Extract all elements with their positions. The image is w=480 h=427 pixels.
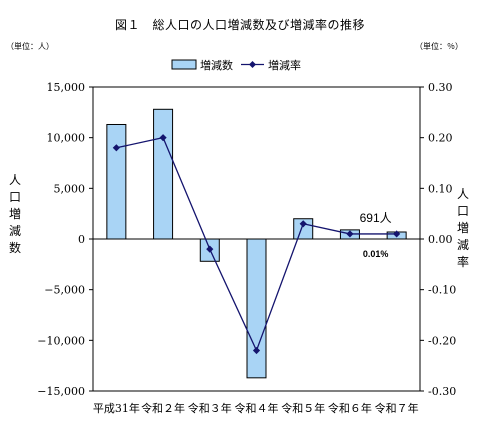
legend-label: 増減数 [200,58,233,72]
bar [153,108,174,240]
right-axis-tick-label: -0.20 [428,334,456,347]
chart-title: 図１ 総人口の人口増減数及び増減率の推移 [114,18,365,32]
line-point [252,346,261,355]
x-axis-category-label: 令和３年 [188,401,232,415]
data-label: 0.01% [363,249,389,259]
left-axis-tick-label: 15,000 [47,81,86,94]
right-axis-tick-label: 0.30 [428,81,453,94]
right-axis-label-char: 増 [456,221,469,235]
x-axis-category-label: 令和７年 [375,401,419,415]
left-axis-label-char: 数 [8,241,21,255]
left-axis-tick-label: −10,000 [37,334,85,347]
legend-line-marker [249,61,256,68]
right-axis-tick-label: 0.20 [428,132,453,145]
bar [246,238,267,379]
right-axis-tick-label: 0.10 [428,182,453,195]
right-axis-tick-label: -0.10 [428,284,456,297]
left-axis-tick-label: 5,000 [54,182,86,195]
left-axis-label: 人 口 増 減 数 [8,172,22,257]
left-axis-unit: （単位：人） [6,42,54,51]
left-axis-label-char: 口 [8,190,21,204]
line-point [299,220,307,228]
line-point [112,144,120,152]
left-axis-tick-label: −15,000 [37,385,85,398]
line-point [393,230,401,238]
x-axis-category-label: 平成31年 [93,401,140,415]
x-axis-category-label: 令和４年 [235,401,279,415]
right-axis-tick-label: 0.00 [428,233,453,246]
x-axis-category-label: 令和６年 [328,401,372,415]
right-axis-label-char: 減 [456,238,469,252]
left-axis-tick-label: 0 [78,233,85,246]
right-axis-label-char: 口 [456,204,469,218]
x-axis-category-label: 令和５年 [281,401,325,415]
legend-bar-swatch [171,59,197,70]
right-axis-label-char: 率 [456,255,469,269]
legend-label: 増減率 [268,58,301,72]
left-axis-tick-label: 10,000 [47,132,86,145]
line-point [206,245,214,253]
right-axis-tick-label: -0.30 [428,385,456,398]
bar [106,123,127,240]
line-point [346,230,354,238]
right-axis-label-char: 人 [456,187,469,201]
x-axis-category-label: 令和２年 [141,401,185,415]
left-axis-label-char: 増 [8,207,21,221]
left-axis-label-char: 減 [8,224,21,238]
line-point [159,134,167,142]
left-axis-tick-label: −5,000 [44,284,85,297]
left-axis-label-char: 人 [8,173,21,187]
data-label: 691人 [360,211,392,225]
right-axis-label: 人 口 増 減 率 [456,186,470,271]
right-axis-unit: （単位：％） [415,42,463,51]
